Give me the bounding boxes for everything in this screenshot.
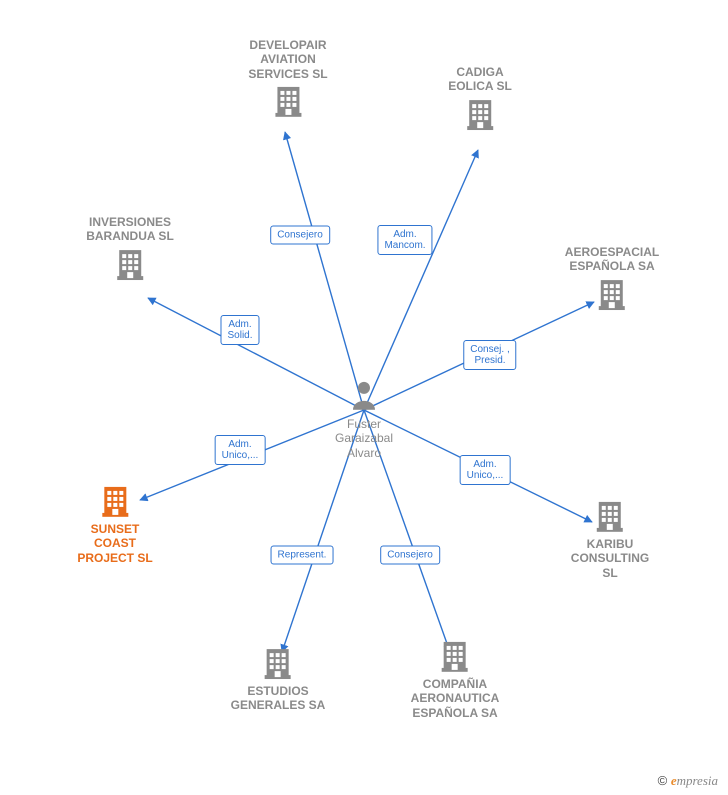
edge-label: Adm. Mancom. — [377, 225, 432, 255]
edge-label: Consej. , Presid. — [463, 340, 516, 370]
edge-line — [364, 150, 478, 410]
edge-label: Adm. Unico,... — [460, 455, 511, 485]
center-person-label: Fuster Garaizabal Alvaro — [335, 417, 393, 460]
center-person-node: Fuster Garaizabal Alvaro — [335, 380, 393, 460]
edge-line — [285, 132, 364, 410]
edge-label: Consejero — [270, 226, 330, 245]
edge-label: Adm. Unico,... — [215, 435, 266, 465]
copyright-symbol: © — [658, 773, 668, 788]
person-icon — [335, 380, 393, 415]
edge-label: Consejero — [380, 546, 440, 565]
copyright: © empresia — [658, 773, 718, 789]
edge-label: Adm. Solid. — [220, 315, 259, 345]
brand-rest: mpresia — [677, 773, 718, 788]
edge-label: Represent. — [271, 546, 334, 565]
